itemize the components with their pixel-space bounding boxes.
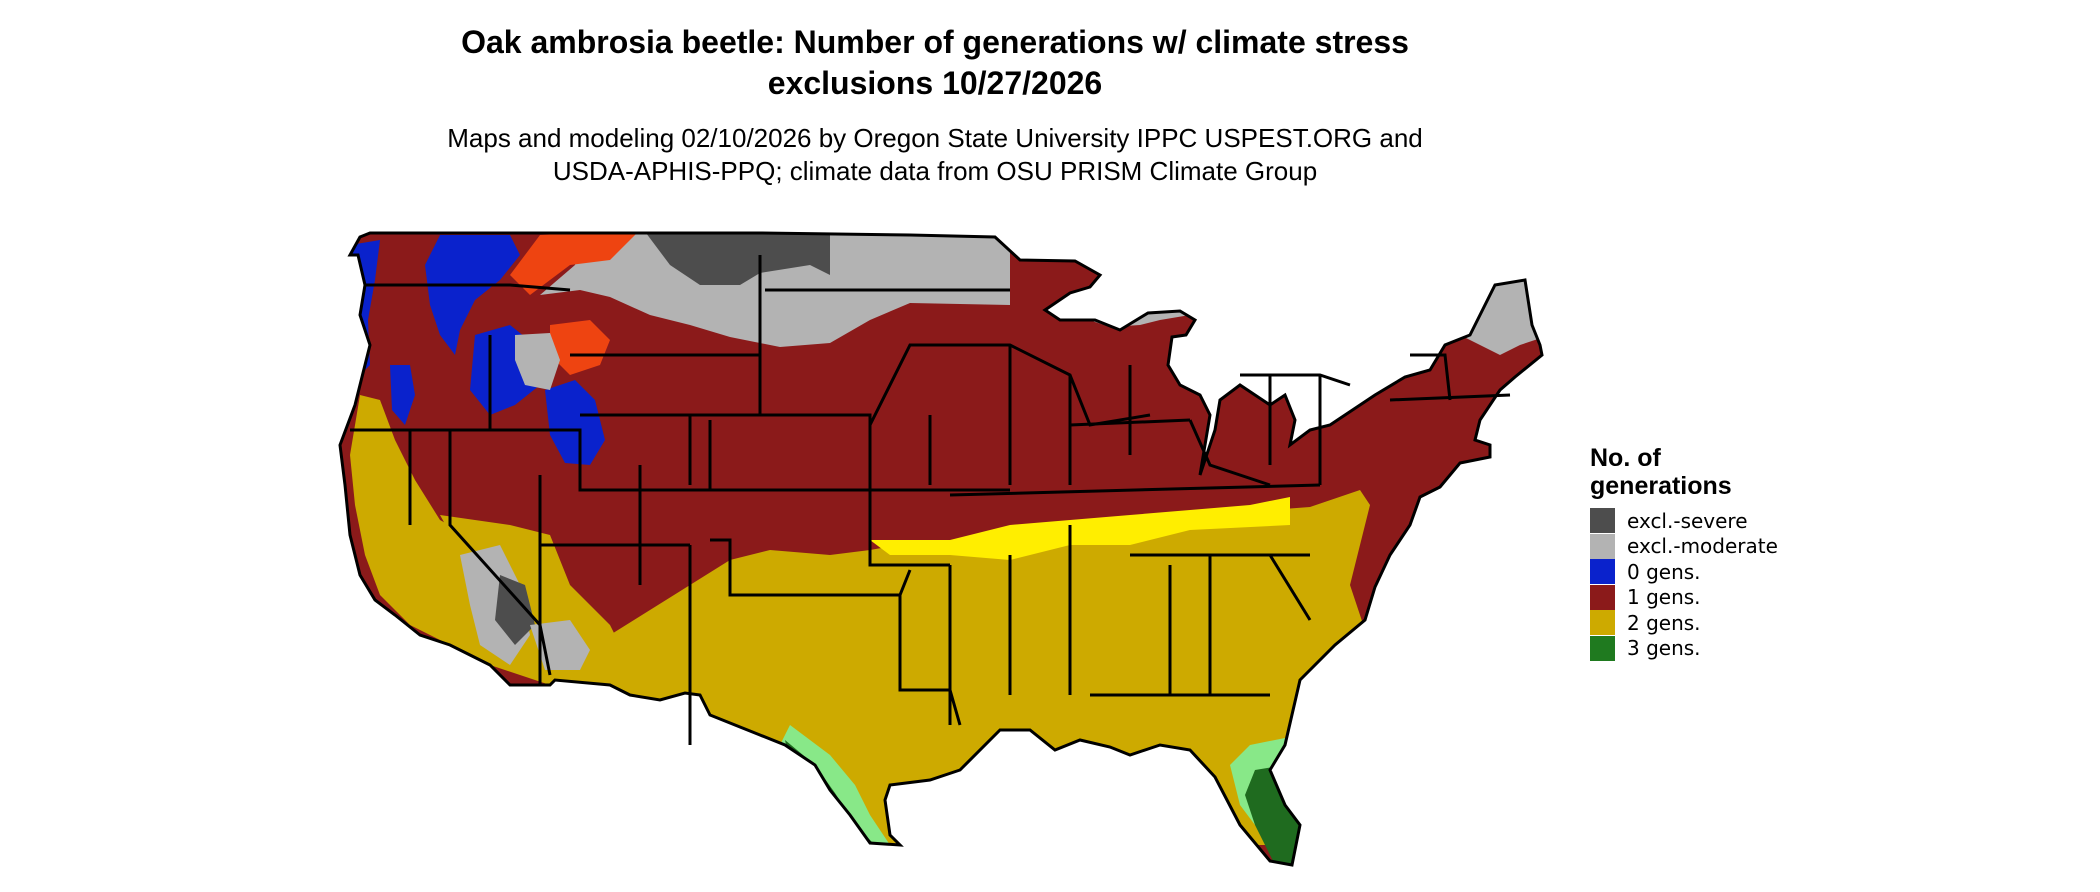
legend-title: No. of generations: [1590, 444, 1778, 500]
zone-1-gen-hot-northwest: [510, 233, 640, 295]
zone-excl-moderate-plains: [540, 233, 1010, 347]
legend-swatch: [1590, 508, 1615, 534]
title-line-2: exclusions 10/27/2026: [767, 65, 1103, 101]
legend-swatch: [1590, 584, 1615, 610]
us-generations-map: [338, 231, 1544, 867]
zone-1-gen-hot-west: [550, 320, 610, 375]
legend-item: 0 gens.: [1590, 559, 1778, 585]
legend-item: 1 gens.: [1590, 584, 1778, 611]
generation-zones: [340, 233, 1542, 865]
legend-item: excl.-severe: [1590, 508, 1778, 534]
legend-item: 2 gens.: [1590, 610, 1778, 636]
legend-label: 2 gens.: [1627, 610, 1701, 635]
legend-swatch: [1590, 635, 1615, 661]
zone-excl-moderate-wyoming: [515, 333, 560, 390]
legend-label: excl.-severe: [1627, 508, 1748, 533]
legend-swatch: [1590, 559, 1615, 585]
state-boundaries: [338, 231, 1544, 867]
legend-label: 1 gens.: [1627, 585, 1701, 610]
legend-label: 0 gens.: [1627, 559, 1701, 584]
legend-label: 3 gens.: [1627, 636, 1701, 661]
zone-0-gen-sierra: [390, 365, 415, 425]
map-title: Oak ambrosia beetle: Number of generatio…: [300, 22, 1570, 104]
legend-label: excl.-moderate: [1627, 534, 1778, 559]
zone-3-gen-light-texas: [780, 725, 890, 845]
zone-excl-severe-desert: [495, 575, 535, 645]
zone-excl-severe-north: [640, 233, 830, 285]
legend-item: excl.-moderate: [1590, 533, 1778, 560]
map-legend: No. of generations excl.-severe excl.-mod…: [1590, 444, 1778, 661]
zone-2-gen-hot-band: [870, 497, 1290, 560]
legend-title-line-2: generations: [1590, 472, 1732, 500]
map-subtitle: Maps and modeling 02/10/2026 by Oregon S…: [300, 122, 1570, 188]
title-line-1: Oak ambrosia beetle: Number of generatio…: [461, 24, 1409, 60]
legend-items: excl.-severe excl.-moderate 0 gens. 1 gens.…: [1590, 508, 1778, 661]
legend-title-line-1: No. of: [1590, 444, 1661, 472]
legend-swatch: [1590, 533, 1615, 559]
subtitle-line-1: Maps and modeling 02/10/2026 by Oregon S…: [447, 123, 1423, 153]
zone-0-gen-colorado: [545, 380, 605, 465]
zone-0-gen-north-rockies: [425, 235, 520, 355]
subtitle-line-2: USDA-APHIS-PPQ; climate data from OSU PR…: [552, 156, 1318, 186]
legend-swatch: [1590, 610, 1615, 636]
legend-item: 3 gens.: [1590, 635, 1778, 662]
